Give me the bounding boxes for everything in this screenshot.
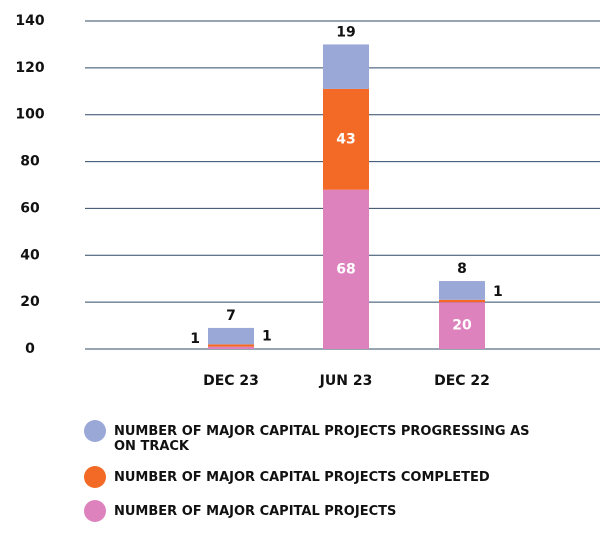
y-tick-label: 0 [25, 341, 35, 357]
legend-item: NUMBER OF MAJOR CAPITAL PROJECTS COMPLET… [84, 466, 600, 488]
bar-segment [323, 44, 369, 89]
y-tick-label: 40 [20, 247, 40, 263]
bar-segment [208, 346, 254, 349]
x-tick-label: DEC 23 [203, 373, 259, 389]
bar-segment [208, 327, 254, 345]
bar-segment [439, 299, 485, 303]
value-label: 1 [190, 331, 200, 347]
legend-label: NUMBER OF MAJOR CAPITAL PROJECTS PROGRES… [114, 424, 530, 454]
legend: NUMBER OF MAJOR CAPITAL PROJECTS PROGRES… [84, 420, 600, 534]
x-tick-label: DEC 22 [434, 373, 490, 389]
value-label: 68 [336, 261, 355, 277]
value-label: 43 [336, 131, 355, 147]
y-tick-label: 120 [15, 60, 44, 76]
legend-swatch [84, 466, 106, 488]
bar-segment [439, 302, 485, 349]
value-label: 7 [226, 308, 236, 324]
y-tick-label: 100 [15, 107, 44, 123]
bar-segment [323, 189, 369, 349]
y-tick-label: 60 [20, 200, 40, 216]
x-tick-label: JUN 23 [319, 373, 373, 389]
legend-item: NUMBER OF MAJOR CAPITAL PROJECTS [84, 500, 600, 522]
value-label: 1 [262, 328, 272, 344]
y-tick-label: 80 [20, 154, 40, 170]
value-label: 8 [457, 261, 467, 277]
legend-swatch [84, 420, 106, 442]
value-label: 19 [336, 24, 355, 40]
bar-segment [208, 344, 254, 347]
y-tick-label: 20 [20, 294, 40, 310]
value-label: 20 [452, 318, 472, 334]
value-label: 1 [493, 284, 503, 300]
legend-item: NUMBER OF MAJOR CAPITAL PROJECTS PROGRES… [84, 420, 600, 454]
bar-segment [323, 88, 369, 190]
bar-segment [439, 281, 485, 300]
legend-swatch [84, 500, 106, 522]
legend-label: NUMBER OF MAJOR CAPITAL PROJECTS COMPLET… [114, 470, 490, 485]
legend-label: NUMBER OF MAJOR CAPITAL PROJECTS [114, 504, 397, 519]
y-tick-label: 140 [15, 13, 44, 29]
